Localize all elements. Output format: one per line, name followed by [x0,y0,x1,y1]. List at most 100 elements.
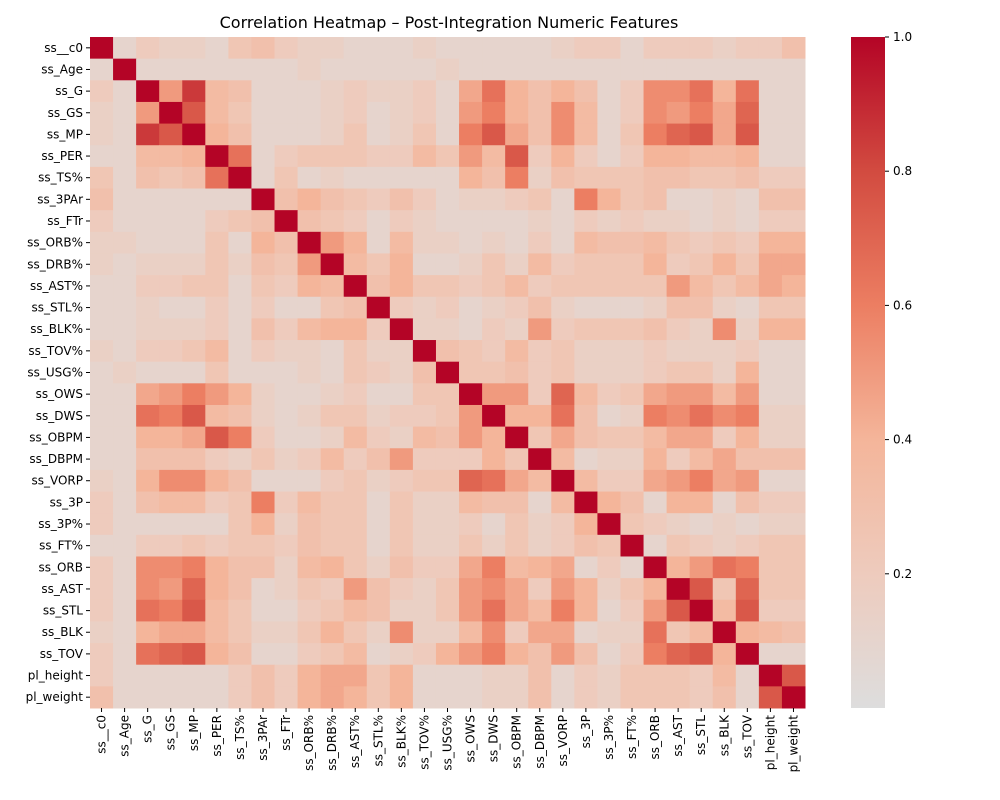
heatmap-cell [643,296,668,319]
heatmap-cell [205,37,229,60]
heatmap-cell [712,621,737,644]
y-tick-label: ss_TS% [38,171,83,185]
heatmap-cell [689,534,714,557]
heatmap-cell [482,491,506,514]
heatmap-cell [228,491,252,514]
heatmap-cell [574,534,598,557]
heatmap-cell [712,556,737,579]
heatmap-cell [459,80,483,103]
heatmap-cell [528,166,552,190]
heatmap-cell [412,318,437,341]
heatmap-cell [205,448,229,471]
heatmap-cell [459,621,483,644]
heatmap-cell [159,469,183,493]
heatmap-cell [297,491,322,514]
heatmap-cell [343,383,368,406]
heatmap-cell [182,534,206,557]
heatmap-cell [182,448,206,471]
heatmap-cell [159,231,183,254]
heatmap-cell [389,123,414,146]
x-tick-label: ss_DRB% [325,715,339,771]
heatmap-cell [90,123,114,146]
heatmap-cell [574,621,598,644]
heatmap-cell [320,361,345,384]
heatmap-cell [551,578,575,601]
heatmap-cell [620,383,645,406]
heatmap-cell [781,58,806,81]
heatmap-cell [297,404,322,428]
heatmap-cell [205,318,229,341]
heatmap-cell [366,578,391,601]
heatmap-cell [597,578,621,601]
heatmap-cell [320,275,345,298]
heatmap-cell [597,145,621,168]
heatmap-cell [689,578,714,601]
heatmap-cell [689,296,714,319]
heatmap-cell [159,361,183,384]
heatmap-cell [551,37,575,60]
heatmap-cell [274,448,299,471]
heatmap-cell [735,556,760,579]
heatmap-cell [182,404,206,428]
heatmap-cell [758,361,783,384]
heatmap-cell [389,534,414,557]
heatmap-cell [528,318,552,341]
heatmap-cell [689,491,714,514]
heatmap-cell [412,578,437,601]
heatmap-cell [505,145,529,168]
heatmap-cell [320,513,345,536]
heatmap-cell [228,37,252,60]
y-tick-label: ss_USG% [27,366,83,380]
heatmap-cell [182,621,206,644]
heatmap-cell [343,534,368,557]
heatmap-cell [136,556,160,579]
heatmap-cell [666,404,691,428]
heatmap-cell [366,404,391,428]
heatmap-cell [251,534,276,557]
heatmap-cell [666,210,691,233]
heatmap-cell [551,383,575,406]
heatmap-cell [666,513,691,536]
heatmap-cell [528,361,552,384]
heatmap-cell [666,188,691,211]
heatmap-cell [320,469,345,493]
heatmap-cell [528,123,552,146]
heatmap-cell [666,231,691,254]
heatmap-cell [781,210,806,233]
heatmap-cell [620,123,645,146]
heatmap-cell [90,210,114,233]
heatmap-cell [758,253,783,276]
heatmap-cell [435,426,460,449]
heatmap-cell [482,556,506,579]
heatmap-cell [459,37,483,60]
y-tick-label: ss_AST [41,582,83,596]
heatmap-cell [366,643,391,666]
heatmap-cell [182,318,206,341]
heatmap-cell [643,556,668,579]
heatmap-cell [412,166,437,190]
heatmap-cell [90,664,114,687]
y-tick-label: ss_FT% [39,539,83,553]
heatmap-cell [781,534,806,557]
heatmap-cell [528,145,552,168]
heatmap-cell [228,231,252,254]
x-tick-label: ss_ORB [648,715,662,760]
heatmap-cell [758,166,783,190]
heatmap-cell [574,383,598,406]
heatmap-cell [136,188,160,211]
heatmap-cell [597,101,621,125]
heatmap-cell [758,664,783,687]
heatmap-cell [597,296,621,319]
heatmap-cell [689,643,714,666]
heatmap-cell [320,80,345,103]
heatmap-cell [113,556,137,579]
heatmap-cell [182,556,206,579]
heatmap-cell [228,686,252,709]
heatmap-cell [689,188,714,211]
heatmap-cell [551,101,575,125]
heatmap-cell [505,210,529,233]
heatmap-cell [735,643,760,666]
heatmap-cell [159,101,183,125]
heatmap-cell [412,383,437,406]
heatmap-cell [320,643,345,666]
